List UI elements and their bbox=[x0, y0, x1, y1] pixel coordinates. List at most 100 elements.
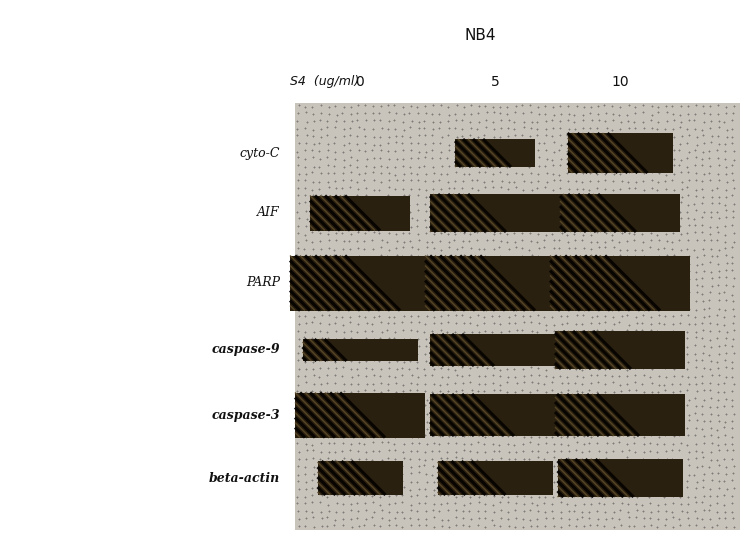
Point bbox=[472, 311, 484, 319]
Point bbox=[729, 147, 741, 156]
Point bbox=[635, 245, 647, 254]
Point bbox=[592, 153, 604, 162]
Point bbox=[608, 387, 620, 396]
Point bbox=[697, 498, 708, 506]
Point bbox=[530, 401, 542, 410]
Point bbox=[314, 387, 326, 395]
Point bbox=[367, 423, 378, 432]
Point bbox=[518, 318, 530, 327]
Point bbox=[307, 125, 319, 134]
Point bbox=[571, 311, 583, 319]
Point bbox=[486, 311, 498, 320]
Point bbox=[637, 118, 649, 126]
Point bbox=[353, 275, 365, 284]
Point bbox=[606, 282, 618, 291]
Point bbox=[419, 447, 431, 456]
Point bbox=[306, 251, 318, 260]
Point bbox=[478, 177, 490, 186]
Point bbox=[463, 237, 475, 245]
Point bbox=[412, 109, 424, 118]
Point bbox=[607, 378, 619, 387]
Point bbox=[645, 508, 657, 517]
Text: NB4: NB4 bbox=[464, 28, 495, 42]
Point bbox=[375, 402, 387, 411]
Point bbox=[346, 373, 358, 381]
Point bbox=[307, 178, 319, 187]
Point bbox=[329, 350, 341, 358]
Point bbox=[464, 198, 476, 207]
Point bbox=[428, 499, 440, 508]
Point bbox=[651, 356, 663, 365]
Point bbox=[300, 319, 312, 327]
Point bbox=[569, 281, 581, 289]
Point bbox=[673, 327, 685, 336]
Point bbox=[556, 356, 568, 364]
Point bbox=[480, 409, 492, 417]
Point bbox=[465, 123, 477, 132]
Point bbox=[338, 117, 350, 126]
Point bbox=[418, 364, 430, 373]
Point bbox=[706, 252, 718, 261]
Point bbox=[419, 498, 431, 507]
Point bbox=[405, 500, 417, 509]
Point bbox=[599, 325, 611, 334]
Point bbox=[503, 395, 515, 404]
Point bbox=[448, 192, 460, 201]
Point bbox=[623, 522, 635, 531]
Point bbox=[314, 306, 326, 314]
Point bbox=[673, 146, 685, 155]
Point bbox=[668, 468, 679, 477]
Point bbox=[630, 191, 642, 200]
Point bbox=[621, 401, 633, 410]
Point bbox=[561, 146, 573, 155]
Point bbox=[616, 275, 628, 283]
Point bbox=[479, 522, 491, 531]
Point bbox=[704, 223, 716, 232]
Point bbox=[405, 505, 417, 514]
Point bbox=[509, 335, 521, 343]
Point bbox=[389, 394, 401, 403]
Point bbox=[345, 168, 357, 176]
Point bbox=[637, 163, 649, 172]
Point bbox=[405, 175, 417, 184]
Point bbox=[494, 198, 506, 207]
Point bbox=[368, 185, 380, 194]
Point bbox=[458, 500, 470, 509]
Point bbox=[651, 349, 663, 357]
Point bbox=[441, 454, 453, 462]
Point bbox=[343, 222, 355, 231]
Point bbox=[516, 252, 527, 261]
Point bbox=[343, 431, 355, 440]
Point bbox=[599, 251, 611, 260]
Point bbox=[398, 440, 410, 448]
Point bbox=[622, 415, 634, 424]
Point bbox=[586, 295, 597, 304]
Point bbox=[636, 130, 648, 139]
Point bbox=[323, 267, 335, 276]
Point bbox=[366, 200, 378, 209]
Point bbox=[638, 387, 650, 396]
Point bbox=[533, 370, 545, 379]
Point bbox=[547, 103, 559, 112]
Point bbox=[450, 260, 462, 269]
Point bbox=[428, 491, 440, 499]
Point bbox=[563, 521, 575, 529]
Point bbox=[480, 424, 492, 432]
Point bbox=[517, 109, 529, 118]
Point bbox=[650, 131, 662, 140]
Point bbox=[726, 115, 738, 124]
Point bbox=[421, 395, 433, 404]
Point bbox=[299, 296, 311, 305]
Point bbox=[413, 318, 425, 326]
Point bbox=[495, 514, 507, 522]
Point bbox=[719, 244, 731, 252]
Point bbox=[388, 101, 400, 109]
Point bbox=[561, 274, 573, 282]
Point bbox=[405, 132, 416, 141]
Point bbox=[540, 320, 552, 329]
Point bbox=[434, 252, 446, 261]
Point bbox=[554, 213, 566, 222]
Point bbox=[442, 116, 454, 125]
Point bbox=[291, 117, 302, 126]
Point bbox=[668, 364, 680, 373]
